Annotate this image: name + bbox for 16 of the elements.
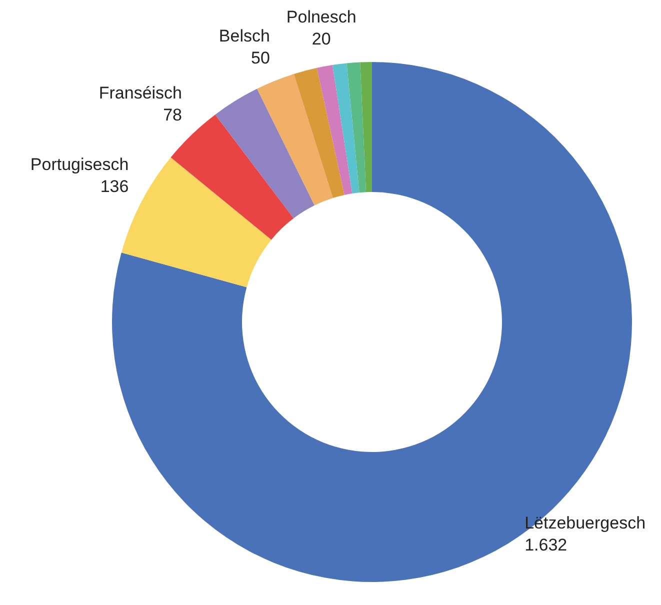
donut-slice (294, 68, 344, 198)
data-label: 1.632 (524, 536, 568, 555)
donut-slice (257, 74, 333, 206)
donut-slice (346, 62, 366, 193)
slice-label: Belsch (218, 26, 270, 46)
slice-label: Franséisch (98, 84, 182, 103)
data-label: 136 (100, 177, 129, 196)
data-label: 78 (163, 106, 182, 125)
donut-slice (316, 65, 352, 195)
donut-slice (215, 88, 315, 218)
slice-label: Polnesch (286, 8, 356, 27)
data-label: 20 (312, 30, 331, 49)
slice-label: Portugisesch (30, 155, 129, 174)
donut-slice (332, 63, 360, 194)
data-label: 50 (251, 48, 270, 68)
donut-slice (360, 62, 372, 192)
